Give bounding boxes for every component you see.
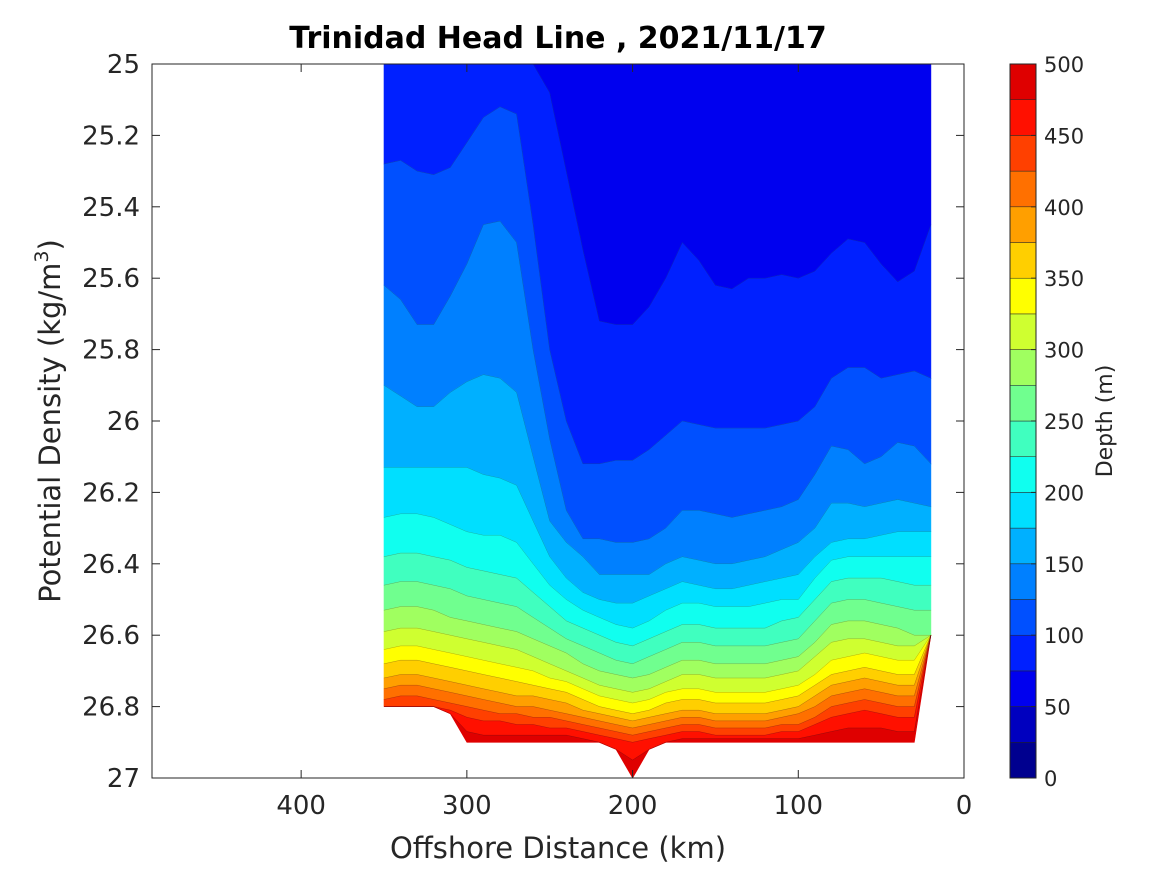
contour-line-200 <box>383 513 931 629</box>
y-tick-label: 27 <box>107 764 140 794</box>
x-tick-label: 300 <box>442 791 492 821</box>
colorbar-tick-label: 250 <box>1044 410 1084 434</box>
contour-line-350 <box>383 635 932 714</box>
y-tick-label: 26.8 <box>82 693 140 723</box>
colorbar-segment-250 <box>1009 385 1037 422</box>
contour-line-100 <box>383 106 931 465</box>
colorbar-segment-425 <box>1009 135 1037 172</box>
contour-line-375 <box>383 635 932 722</box>
y-tick-label: 25.2 <box>82 121 140 151</box>
y-tick-label: 26 <box>107 407 140 437</box>
y-axis-title-superscript: 3 <box>31 250 53 262</box>
colorbar-tick-label: 450 <box>1044 124 1084 148</box>
x-axis: 400 300 200 100 0 <box>276 64 972 821</box>
colorbar-segment-475 <box>1009 63 1037 100</box>
x-tick-label: 0 <box>956 791 973 821</box>
contour-line-225 <box>383 552 931 647</box>
colorbar-tick-label: 150 <box>1044 553 1084 577</box>
y-tick-label: 25 <box>107 50 140 80</box>
contour-line-150 <box>383 374 931 575</box>
x-tick-label: 100 <box>773 791 823 821</box>
colorbar-tick-label: 0 <box>1044 767 1057 791</box>
colorbar-tick-label: 300 <box>1044 339 1084 363</box>
chart-title: Trinidad Head Line , 2021/11/17 <box>289 21 826 56</box>
y-axis: 25 25.2 25.4 25.6 25.8 26 26.2 26.4 26.6 26.8 27 <box>82 50 964 794</box>
colorbar: 0 50 100 150 200 250 300 350 400 450 500 <box>1009 53 1084 791</box>
contour-line-450 <box>384 635 932 743</box>
colorbar-segment-75 <box>1009 634 1037 672</box>
colorbar-frame <box>1009 63 1037 779</box>
colorbar-tick-label: 50 <box>1044 696 1071 720</box>
contour-line-400 <box>383 635 932 729</box>
colorbar-segment-400 <box>1009 170 1037 208</box>
x-tick-label: 200 <box>608 791 658 821</box>
contour-line-475 <box>384 635 932 761</box>
contour-line-75 <box>384 64 932 325</box>
y-tick-label: 26.6 <box>82 621 140 651</box>
colorbar-segment-0 <box>1009 742 1037 779</box>
colorbar-segment-375 <box>1009 206 1037 243</box>
contour-line-125 <box>383 220 932 543</box>
y-tick-label: 26.2 <box>82 478 140 508</box>
colorbar-segment-50 <box>1009 670 1037 707</box>
y-axis-title-close: ) <box>33 239 67 250</box>
contour-line-325 <box>383 635 932 704</box>
colorbar-tick-label: 200 <box>1044 481 1084 505</box>
colorbar-segment-300 <box>1009 313 1037 350</box>
colorbar-segment-275 <box>1009 349 1037 386</box>
y-tick-label: 26.4 <box>82 550 140 580</box>
colorbar-segment-325 <box>1009 277 1037 315</box>
colorbar-tick-label: 100 <box>1044 624 1084 648</box>
contour-band-475 <box>384 635 932 778</box>
x-axis-title: Offshore Distance (km) <box>390 831 726 865</box>
colorbar-segment-200 <box>1009 456 1037 493</box>
colorbar-segment-125 <box>1009 563 1037 600</box>
contour-field <box>383 64 932 778</box>
colorbar-segment-25 <box>1009 706 1037 743</box>
colorbar-segment-350 <box>1009 242 1037 279</box>
colorbar-tick-label: 500 <box>1044 53 1084 77</box>
x-tick-label: 400 <box>276 791 326 821</box>
colorbar-segment-175 <box>1009 492 1037 529</box>
contour-line-250 <box>383 581 931 665</box>
y-tick-label: 25.8 <box>82 336 140 366</box>
contour-line-175 <box>384 467 931 604</box>
y-axis-title-main: Potential Density (kg/m <box>33 263 67 603</box>
contour-line-300 <box>383 627 932 693</box>
contour-line-275 <box>383 606 931 679</box>
y-tick-label: 25.4 <box>82 193 140 223</box>
y-tick-label: 25.6 <box>82 264 140 294</box>
colorbar-segment-150 <box>1009 527 1037 565</box>
colorbar-tick-label: 350 <box>1044 267 1084 291</box>
colorbar-tick-label: 400 <box>1044 196 1084 220</box>
colorbar-title: Depth (m) <box>1093 365 1118 478</box>
y-axis-title: Potential Density (kg/m3) <box>31 239 67 603</box>
colorbar-segment-100 <box>1009 599 1037 636</box>
colorbar-segment-450 <box>1009 99 1037 136</box>
colorbar-segment-225 <box>1009 420 1037 457</box>
contour-line-425 <box>383 635 932 736</box>
